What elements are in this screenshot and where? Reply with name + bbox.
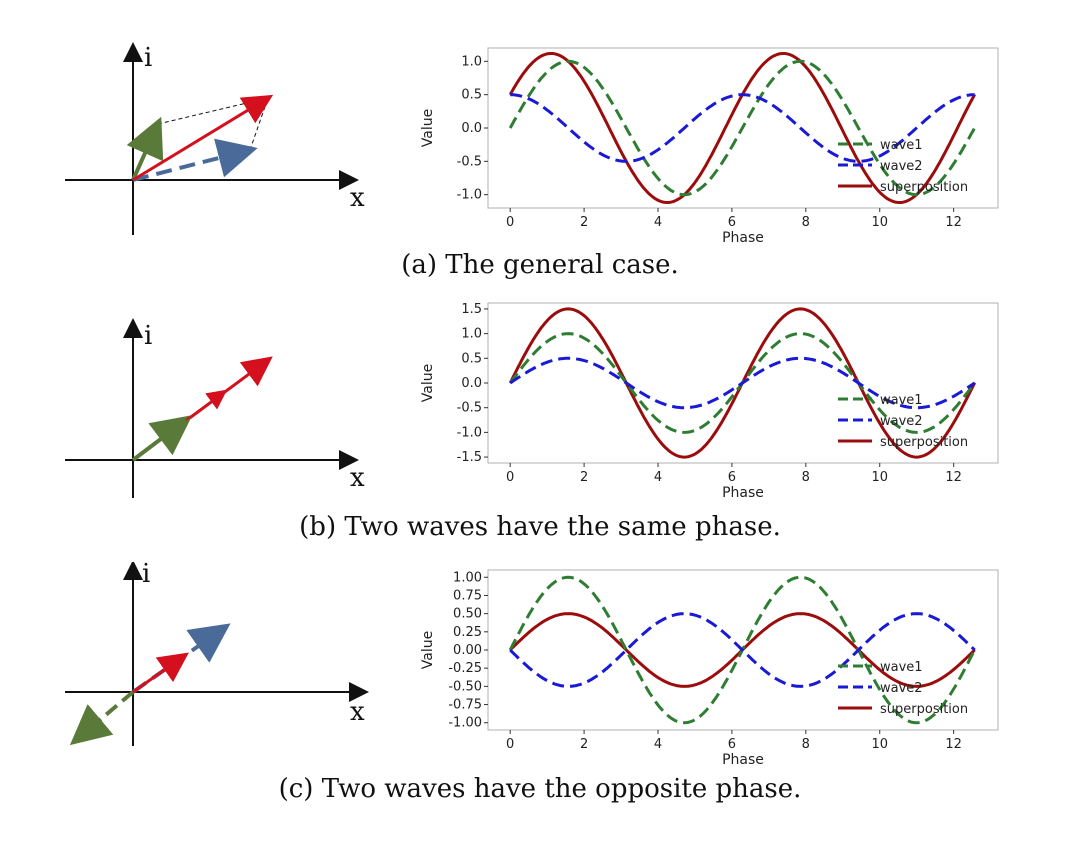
x-tick-label: 8 <box>802 470 810 485</box>
superposition-vector <box>132 94 274 182</box>
axis-letter-x: x <box>350 183 365 213</box>
x-tick-label: 2 <box>580 215 588 230</box>
y-tick-label: 1.0 <box>461 54 482 69</box>
series-line-wave1 <box>508 59 977 197</box>
line-chart-c: 1.00 0.75 0.50 0.25 0.00 -0.25 -0.50 -0.75 -1.00… <box>420 569 999 768</box>
y-tick-label: -0.5 <box>457 401 482 416</box>
caption-c: (c) Two waves have the opposite phase. <box>278 774 802 804</box>
line-chart-b: 1.5 1.0 0.5 0.0 -0.5 -1.0 -1.5 0 2 4 6 8 10 12 Phase Va… <box>420 302 999 501</box>
series-line-wave2 <box>510 93 975 163</box>
x-axis-label: Phase <box>722 752 764 768</box>
x-axis-label: Phase <box>722 485 764 501</box>
x-tick-label: 10 <box>871 215 888 230</box>
y-axis-label: Value <box>420 364 436 402</box>
legend-label-wave1: wave1 <box>880 138 923 153</box>
wave1-vector <box>69 690 135 746</box>
y-tick-label: 0.75 <box>453 588 482 603</box>
x-tick-label: 0 <box>506 470 514 485</box>
parallelogram-edge <box>157 97 269 125</box>
x-tick-label: 6 <box>728 470 736 485</box>
axis-letter-i: i <box>144 321 152 351</box>
x-tick-label: 2 <box>580 470 588 485</box>
x-axis-label: Phase <box>722 230 764 246</box>
legend-label-wave1: wave1 <box>880 660 923 675</box>
x-tick-label: 0 <box>506 215 514 230</box>
axis-letter-i: i <box>144 43 152 73</box>
x-tick-label: 8 <box>802 737 810 752</box>
x-tick-label: 8 <box>802 215 810 230</box>
y-tick-label: -0.75 <box>448 698 482 713</box>
y-tick-label: 0.0 <box>461 121 482 136</box>
series-line-wave2 <box>509 356 976 410</box>
legend-label-superposition: superposition <box>880 180 968 195</box>
y-tick-label: -1.5 <box>457 450 482 465</box>
y-tick-label: 0.25 <box>453 625 482 640</box>
x-tick-label: 10 <box>871 470 888 485</box>
axis-letter-x: x <box>350 463 365 493</box>
y-tick-label: 1.00 <box>453 570 482 585</box>
y-tick-label: 0.50 <box>453 607 482 622</box>
x-tick-label: 4 <box>654 215 662 230</box>
wave2-vector <box>132 138 258 182</box>
legend-label-wave2: wave2 <box>880 414 923 429</box>
wave1-vector <box>126 116 164 181</box>
x-tick-label: 12 <box>945 470 962 485</box>
x-tick-label: 0 <box>506 737 514 752</box>
legend-label-wave2: wave2 <box>880 159 923 174</box>
x-tick-label: 12 <box>945 215 962 230</box>
y-tick-label: -1.0 <box>457 188 482 203</box>
y-tick-label: 0.00 <box>453 643 482 658</box>
legend-label-superposition: superposition <box>880 702 968 717</box>
y-axis-label: Value <box>420 631 436 669</box>
wave1-vector <box>131 415 193 462</box>
y-tick-label: -0.50 <box>448 679 482 694</box>
axis-letter-x: x <box>350 697 365 727</box>
x-tick-label: 4 <box>654 737 662 752</box>
series-line-wave2 <box>509 612 976 688</box>
axis-letter-i: i <box>142 562 150 589</box>
panel-a: i x 1.0 0.5 0.0 -0.5 -1.0 0 2 4 6 8 10 12 Phase Value… <box>0 38 1080 288</box>
vector-diagram-c: i x <box>65 562 369 746</box>
x-tick-label: 6 <box>728 737 736 752</box>
y-tick-label: -0.5 <box>457 154 482 169</box>
y-tick-label: 1.0 <box>461 327 482 342</box>
x-tick-label: 10 <box>871 737 888 752</box>
y-tick-label: -0.25 <box>448 661 482 676</box>
vector-diagram-a: i x <box>65 42 365 235</box>
panel-b: i x 1.5 1.0 0.5 0.0 -0.5 -1.0 -1.5 0 2 4 6 8 10 12 Pha… <box>0 300 1080 550</box>
caption-b: (b) Two waves have the same phase. <box>299 512 781 542</box>
legend-label-superposition: superposition <box>880 435 968 450</box>
y-tick-label: 0.0 <box>461 376 482 391</box>
caption-a: (a) The general case. <box>401 250 679 280</box>
x-tick-label: 2 <box>580 737 588 752</box>
x-tick-label: 12 <box>945 737 962 752</box>
legend-label-wave2: wave2 <box>880 681 923 696</box>
superposition-vector <box>132 652 189 694</box>
y-tick-label: 1.5 <box>461 302 482 317</box>
y-axis-label: Value <box>420 109 436 147</box>
legend-label-wave1: wave1 <box>880 393 923 408</box>
y-tick-label: -1.0 <box>457 425 482 440</box>
vector-diagram-b: i x <box>65 318 365 498</box>
line-chart-a: 1.0 0.5 0.0 -0.5 -1.0 0 2 4 6 8 10 12 Phase Value wave… <box>420 47 999 246</box>
x-tick-label: 4 <box>654 470 662 485</box>
panel-c: i x 1.00 0.75 0.50 0.25 0.00 -0.25 -0.50 -0.75 -… <box>0 562 1080 812</box>
y-tick-label: 0.5 <box>461 88 482 103</box>
x-tick-label: 6 <box>728 215 736 230</box>
wave2-vector <box>185 389 228 421</box>
y-tick-label: -1.00 <box>448 716 482 731</box>
y-tick-label: 0.5 <box>461 351 482 366</box>
